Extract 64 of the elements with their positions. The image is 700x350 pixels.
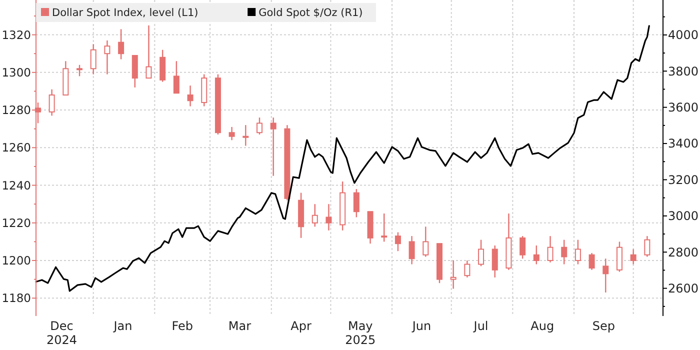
- x-tick-label: Aug: [530, 319, 554, 333]
- candlestick: [48, 88, 55, 116]
- y2-tick-label: 3000: [668, 209, 699, 224]
- y2-tick-label: 3600: [668, 100, 699, 115]
- candlestick: [104, 40, 110, 75]
- x-tick-label: Apr: [290, 319, 312, 333]
- y-tick-label: 1220: [2, 216, 31, 230]
- y2-tick-label: 3400: [668, 136, 699, 151]
- x-tick-label: Mar: [228, 319, 252, 333]
- candlestick: [616, 241, 622, 272]
- candlestick: [160, 49, 166, 82]
- y2-tick-label: 4000: [668, 28, 699, 42]
- candlestick: [353, 188, 360, 218]
- y-tick-label: 1180: [2, 291, 31, 306]
- candlestick: [270, 116, 276, 176]
- candlestick: [90, 44, 96, 75]
- y2-tick-label: 3200: [668, 172, 699, 187]
- candlestick: [132, 54, 138, 88]
- candlestick: [408, 235, 415, 265]
- x-tick-label: Dec 2024: [46, 319, 77, 347]
- candlestick: [561, 239, 568, 265]
- y2-tick-label: 3800: [668, 64, 699, 78]
- x-tick-label: Jul: [472, 319, 488, 333]
- candlestick: [574, 239, 581, 265]
- x-tick-label: Jun: [411, 319, 432, 333]
- y-tick-label: 1240: [2, 178, 31, 192]
- candlestick: [312, 203, 318, 228]
- y2-tick-label: 2600: [668, 282, 699, 296]
- candlestick: [533, 244, 540, 265]
- candlestick: [118, 28, 124, 60]
- candlestick: [492, 244, 498, 278]
- y-tick-label: 1260: [2, 140, 31, 155]
- candlestick: [547, 235, 554, 263]
- legend-label: Gold Spot $/Oz (R1): [258, 7, 363, 19]
- candlestick: [228, 126, 235, 141]
- y-tick-label: 1300: [2, 65, 31, 80]
- x-tick-label: May 2025: [345, 319, 376, 347]
- y-tick-label: 1200: [2, 254, 31, 268]
- candlestick: [146, 24, 152, 79]
- candlestick: [464, 260, 470, 278]
- candlestick: [450, 260, 456, 290]
- y-tick-label: 1280: [2, 103, 31, 118]
- candlestick: [381, 212, 388, 242]
- candlestick: [644, 235, 650, 258]
- line-series: [35, 25, 650, 292]
- x-tick-label: Feb: [172, 319, 193, 333]
- x-tick-label: Sep: [592, 319, 615, 333]
- legend-label: Dollar Spot Index, level (L1): [52, 7, 198, 19]
- candlestick: [478, 239, 484, 267]
- y2-tick-label: 2800: [668, 245, 699, 260]
- candlestick: [394, 232, 401, 252]
- candlestick: [256, 116, 263, 136]
- candlestick: [588, 252, 595, 271]
- candlestick: [520, 235, 526, 260]
- candlestick: [422, 226, 429, 258]
- candlestick: [173, 60, 180, 94]
- candlestick: [187, 84, 194, 107]
- candlestick: [602, 258, 609, 294]
- candlestick: [76, 64, 83, 77]
- candlestick: [630, 248, 636, 265]
- candlestick: [326, 203, 332, 232]
- x-tick-label: Jan: [112, 319, 132, 333]
- y-tick-label: 1320: [2, 28, 31, 42]
- candlestick: [242, 124, 249, 146]
